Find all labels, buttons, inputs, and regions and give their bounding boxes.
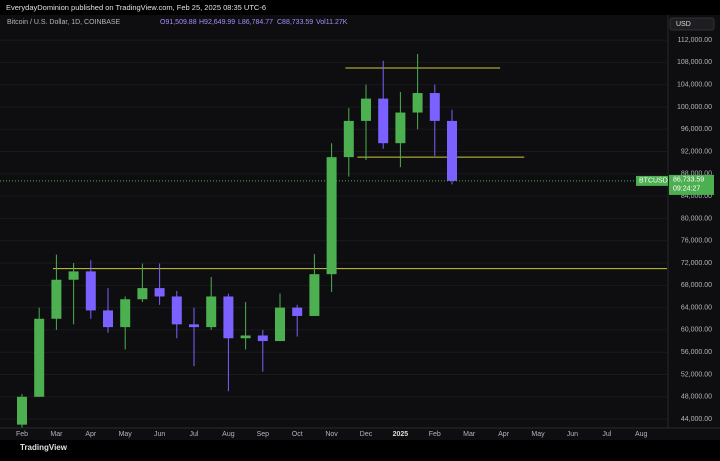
- y-tick-label: 100,000.00: [677, 104, 712, 111]
- candle-body: [223, 296, 234, 339]
- symbol: BTCUSD: [639, 178, 668, 185]
- x-tick-label: Nov: [325, 431, 338, 438]
- y-tick-label: 44,000.00: [681, 416, 712, 423]
- candle-body: [378, 98, 389, 144]
- y-tick-label: 68,000.00: [681, 282, 712, 289]
- x-tick-label: May: [531, 431, 545, 438]
- x-tick-label: Aug: [222, 431, 235, 438]
- currency: USD: [676, 21, 691, 28]
- candle-body: [447, 120, 457, 181]
- y-tick-label: 104,000.00: [677, 82, 712, 89]
- y-tick-label: 60,000.00: [681, 327, 712, 334]
- y-tick-label: 108,000.00: [677, 59, 712, 66]
- candle-body: [85, 271, 96, 311]
- y-tick-label: 80,000.00: [681, 215, 712, 222]
- candle-body: [429, 93, 440, 121]
- y-tick-label: 52,000.00: [681, 371, 712, 378]
- candle-body: [395, 112, 406, 144]
- countdown: 09:24:27: [673, 186, 700, 193]
- y-tick-label: 84,000.00: [681, 193, 712, 200]
- x-tick-label: Feb: [16, 431, 28, 438]
- y-tick-label: 88,000.00: [681, 171, 712, 178]
- y-tick-label: 72,000.00: [681, 260, 712, 267]
- publisher: EverydayDominion published on TradingVie…: [6, 3, 266, 12]
- candle-body: [275, 307, 285, 342]
- candle-body: [412, 93, 423, 113]
- candle-body: [120, 299, 131, 328]
- x-tick-label: Feb: [429, 431, 441, 438]
- y-tick-label: 56,000.00: [681, 349, 712, 356]
- ohlc-value: L86,784.77: [238, 19, 273, 26]
- symbol-tag: [636, 175, 668, 186]
- ohlc-value: O91,509.88: [160, 19, 197, 26]
- candle-body: [68, 271, 79, 280]
- candle-body: [34, 318, 45, 397]
- footer-logo: TradingView: [20, 443, 68, 452]
- footer-bar: [0, 440, 720, 456]
- candle-body: [292, 307, 303, 316]
- candle-body: [257, 335, 268, 342]
- candle-body: [326, 157, 337, 275]
- y-tick-label: 92,000.00: [681, 148, 712, 155]
- x-tick-label: Mar: [50, 431, 63, 438]
- x-tick-label: Dec: [360, 431, 373, 438]
- candle-body: [154, 288, 165, 297]
- x-tick-label: May: [119, 431, 133, 438]
- candle-body: [17, 396, 27, 425]
- candle-body: [240, 335, 251, 339]
- x-tick-label: Mar: [463, 431, 476, 438]
- y-tick-label: 76,000.00: [681, 238, 712, 245]
- candle-body: [189, 324, 199, 328]
- candle-body: [343, 120, 354, 158]
- x-tick-label: Jun: [567, 431, 578, 438]
- ohlc-value: H92,649.99: [199, 19, 235, 26]
- y-tick-label: 48,000.00: [681, 394, 712, 401]
- y-tick-label: 96,000.00: [681, 126, 712, 133]
- last-price-label: 86,733.59: [673, 177, 704, 184]
- candle-body: [361, 98, 371, 121]
- x-tick-label: Sep: [257, 431, 270, 438]
- x-tick-label: Oct: [292, 431, 303, 438]
- y-tick-label: 64,000.00: [681, 304, 712, 311]
- candle-body: [171, 296, 182, 325]
- x-tick-label: Apr: [85, 431, 97, 438]
- candle-body: [309, 274, 320, 316]
- x-tick-label: Apr: [498, 431, 510, 438]
- candle-body: [137, 288, 148, 300]
- ohlc-value: Vol11.27K: [316, 19, 348, 26]
- chart-title: Bitcoin / U.S. Dollar, 1D, COINBASE: [7, 19, 121, 26]
- candle-body: [51, 279, 62, 319]
- x-tick-label: 2025: [393, 431, 409, 438]
- price-tag: [669, 174, 714, 195]
- candle-body: [206, 296, 217, 328]
- top-bar: [0, 0, 720, 15]
- y-tick-label: 112,000.00: [677, 37, 712, 44]
- currency-button[interactable]: [669, 17, 715, 31]
- x-tick-label: Jun: [154, 431, 165, 438]
- candle-body: [103, 310, 113, 328]
- x-tick-label: Jul: [602, 431, 611, 438]
- x-tick-label: Aug: [635, 431, 648, 438]
- x-tick-label: Jul: [190, 431, 199, 438]
- ohlc-value: C88,733.59: [277, 19, 313, 26]
